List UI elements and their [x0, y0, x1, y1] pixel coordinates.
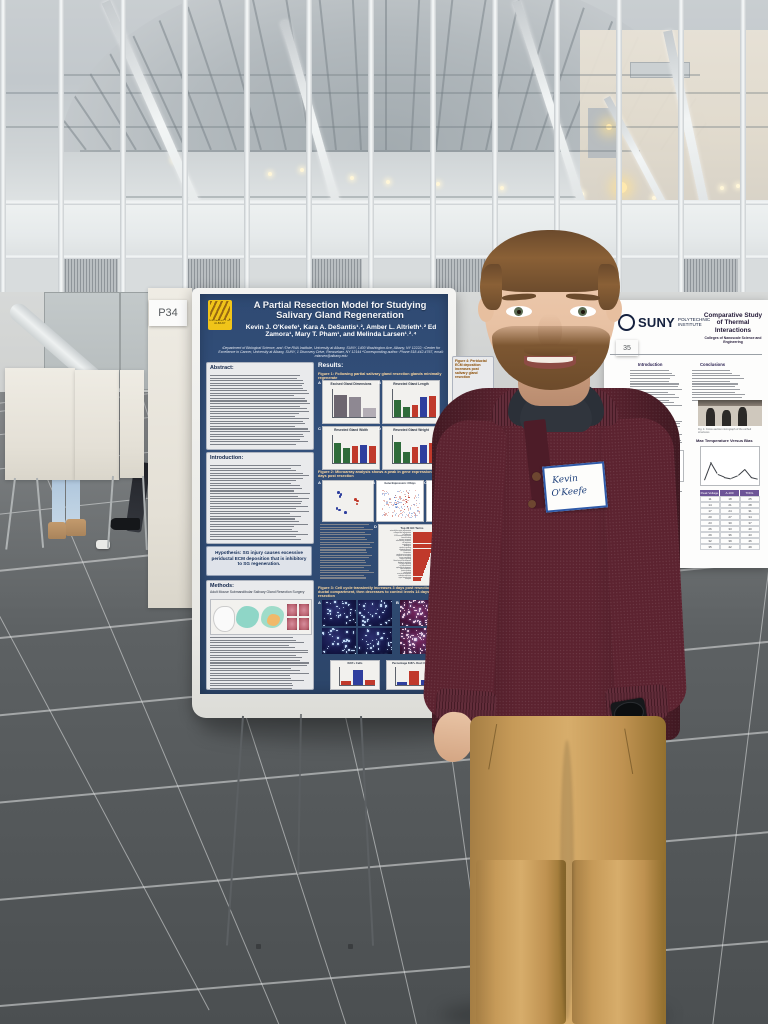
name-badge-first-name: Kevin — [552, 474, 578, 486]
pupil-right — [581, 310, 585, 314]
trouser-crease — [560, 740, 574, 1020]
trouser-leg-left — [476, 860, 566, 1024]
eye-left — [506, 306, 532, 317]
eye-right — [570, 306, 596, 317]
moustache — [524, 344, 578, 356]
hair-side-right — [598, 264, 620, 310]
sweater-button-bottom — [528, 500, 536, 508]
sweater-sleeve-right — [600, 416, 687, 715]
sweater-button-top — [532, 472, 541, 481]
photo-scene: P34 SUNY POLYTECHNIC INSTITUTE Comparati… — [0, 0, 768, 1024]
pupil-left — [517, 310, 521, 314]
name-badge-last-name: O'Keefe — [551, 486, 587, 499]
trouser-leg-right — [572, 860, 664, 1024]
hair-side-left — [480, 264, 502, 310]
name-badge: Kevin O'Keefe — [542, 461, 608, 512]
presenter: Kevin O'Keefe — [0, 0, 768, 1024]
teeth — [527, 357, 573, 363]
